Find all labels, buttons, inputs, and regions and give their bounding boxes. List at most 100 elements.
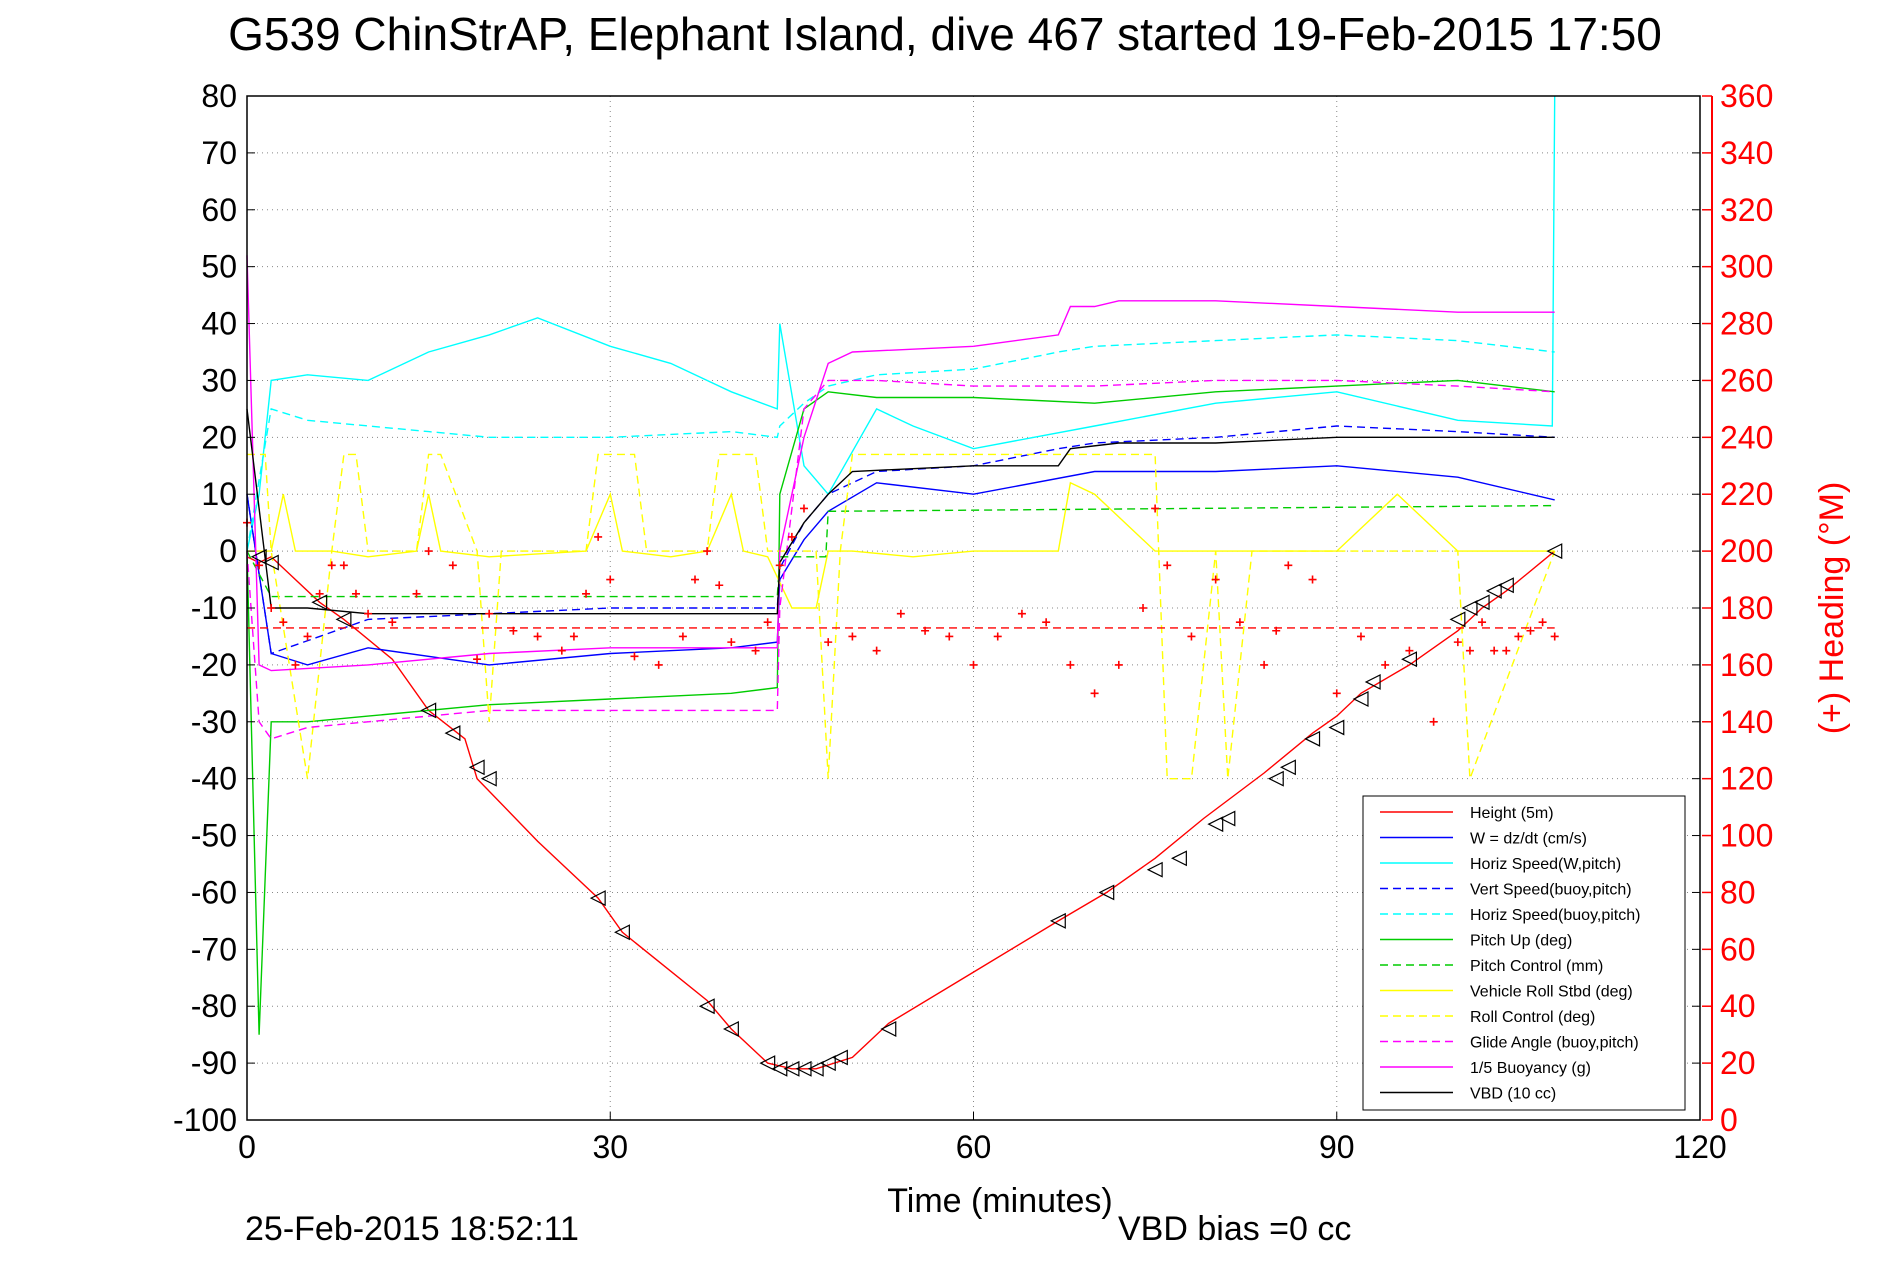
- x-axis: 0 30 60 90 120: [238, 1112, 1727, 1165]
- heading-point: [279, 618, 288, 627]
- right-tick-label: 180: [1720, 590, 1773, 626]
- heading-point: [388, 618, 397, 627]
- heading-point: [945, 632, 954, 641]
- series-line: [247, 481, 1555, 609]
- y-tick-label: 70: [201, 135, 237, 171]
- heading-point: [1356, 632, 1365, 641]
- heading-point: [1151, 504, 1160, 513]
- depth-triangle-marker: [819, 1055, 836, 1072]
- depth-triangle-marker: [1207, 816, 1224, 833]
- right-tick-label: 280: [1720, 306, 1773, 342]
- series-line: [246, 550, 1556, 1070]
- depth-triangle-marker: [759, 1055, 776, 1072]
- heading-point: [1163, 561, 1172, 570]
- x-tick-label: 120: [1673, 1129, 1726, 1165]
- depth-triangle-marker: [1546, 543, 1563, 560]
- heading-point: [1211, 575, 1220, 584]
- heading-point: [533, 632, 542, 641]
- y-tick-label: -70: [191, 931, 237, 967]
- heading-point: [787, 532, 796, 541]
- right-tick-label: 80: [1720, 874, 1756, 910]
- depth-triangle-marker: [831, 1049, 848, 1066]
- heading-point: [1514, 632, 1523, 641]
- heading-point: [1272, 626, 1281, 635]
- y-tick-label: 0: [219, 533, 237, 569]
- vbd-bias-footer: VBD bias =0 cc: [1118, 1210, 1351, 1248]
- heading-point: [1332, 689, 1341, 698]
- right-tick-label: 100: [1720, 818, 1773, 854]
- legend-label: Height (5m): [1470, 805, 1554, 822]
- heading-point: [594, 532, 603, 541]
- y-tick-label: -90: [191, 1045, 237, 1081]
- depth-triangle-marker: [1328, 719, 1345, 736]
- y-tick-label: 60: [201, 192, 237, 228]
- heading-point: [351, 589, 360, 598]
- y-tick-label: 80: [201, 78, 237, 114]
- triangle-marker-layer: [250, 543, 1563, 1077]
- right-y-axis-label: (+) Heading (°M): [1813, 482, 1851, 735]
- y-tick-label: -60: [191, 874, 237, 910]
- depth-triangle-marker: [1219, 810, 1236, 827]
- heading-point: [1526, 626, 1535, 635]
- heading-point: [1139, 604, 1148, 612]
- y-tick-label: -40: [191, 761, 237, 797]
- depth-triangle-marker: [1304, 730, 1321, 747]
- right-tick-label: 20: [1720, 1045, 1756, 1081]
- depth-triangle-marker: [1485, 582, 1502, 599]
- right-tick-label: 160: [1720, 647, 1773, 683]
- y-tick-label: -30: [191, 704, 237, 740]
- y-tick-label: -80: [191, 988, 237, 1024]
- heading-point: [1042, 618, 1051, 627]
- series-line: [246, 379, 1555, 740]
- series-layer: [246, 95, 1556, 1070]
- chart-title: G539 ChinStrAP, Elephant Island, dive 46…: [228, 8, 1662, 60]
- right-tick-label: 0: [1720, 1102, 1738, 1138]
- depth-triangle-marker: [262, 554, 279, 571]
- heading-point: [1090, 689, 1099, 698]
- right-tick-label: 300: [1720, 249, 1773, 285]
- depth-triangle-marker: [468, 759, 485, 776]
- right-tick-label: 240: [1720, 419, 1773, 455]
- depth-triangle-marker: [722, 1021, 739, 1037]
- y-tick-label: -10: [191, 590, 237, 626]
- right-tick-label: 360: [1720, 78, 1773, 114]
- y-tick-label: -100: [173, 1102, 237, 1138]
- heading-point: [703, 547, 712, 556]
- heading-point: [485, 609, 494, 618]
- heading-point: [1114, 660, 1123, 669]
- legend-label: Vert Speed(buoy,pitch): [1470, 882, 1632, 899]
- depth-triangle-marker: [1461, 600, 1478, 616]
- heading-point: [848, 632, 857, 641]
- right-tick-label: 320: [1720, 192, 1773, 228]
- heading-point: [1502, 646, 1511, 655]
- depth-triangle-marker: [311, 594, 328, 611]
- depth-triangle-marker: [1497, 577, 1514, 594]
- depth-triangle-marker: [795, 1060, 812, 1077]
- heading-point: [448, 561, 457, 570]
- depth-triangle-marker: [1049, 912, 1066, 929]
- right-tick-label: 40: [1720, 988, 1756, 1024]
- heading-point: [267, 604, 276, 612]
- heading-point: [630, 652, 639, 661]
- legend-label: Vehicle Roll Stbd (deg): [1470, 984, 1633, 1001]
- depth-triangle-marker: [1401, 651, 1417, 668]
- y-tick-label: 10: [201, 476, 237, 512]
- x-tick-label: 90: [1319, 1129, 1355, 1165]
- heading-point: [1453, 638, 1462, 647]
- depth-triangle-marker: [783, 1060, 800, 1077]
- depth-triangle-marker: [1146, 861, 1163, 878]
- depth-triangle-marker: [880, 1021, 897, 1037]
- right-tick-label: 60: [1720, 931, 1756, 967]
- heading-point: [751, 646, 760, 655]
- legend-label: Roll Control (deg): [1470, 1009, 1595, 1026]
- legend-label: Horiz Speed(buoy,pitch): [1470, 907, 1640, 924]
- legend-label: W = dz/dt (cm/s): [1470, 831, 1587, 848]
- y-tick-label: 50: [201, 249, 237, 285]
- heading-point: [1187, 632, 1196, 641]
- x-tick-label: 30: [592, 1129, 628, 1165]
- legend: Height (5m) W = dz/dt (cm/s) Horiz Speed(W…: [1362, 795, 1686, 1111]
- series-line: [246, 334, 1555, 552]
- depth-triangle-marker: [771, 1060, 788, 1077]
- heading-point: [799, 504, 808, 513]
- heading-point: [1550, 632, 1559, 641]
